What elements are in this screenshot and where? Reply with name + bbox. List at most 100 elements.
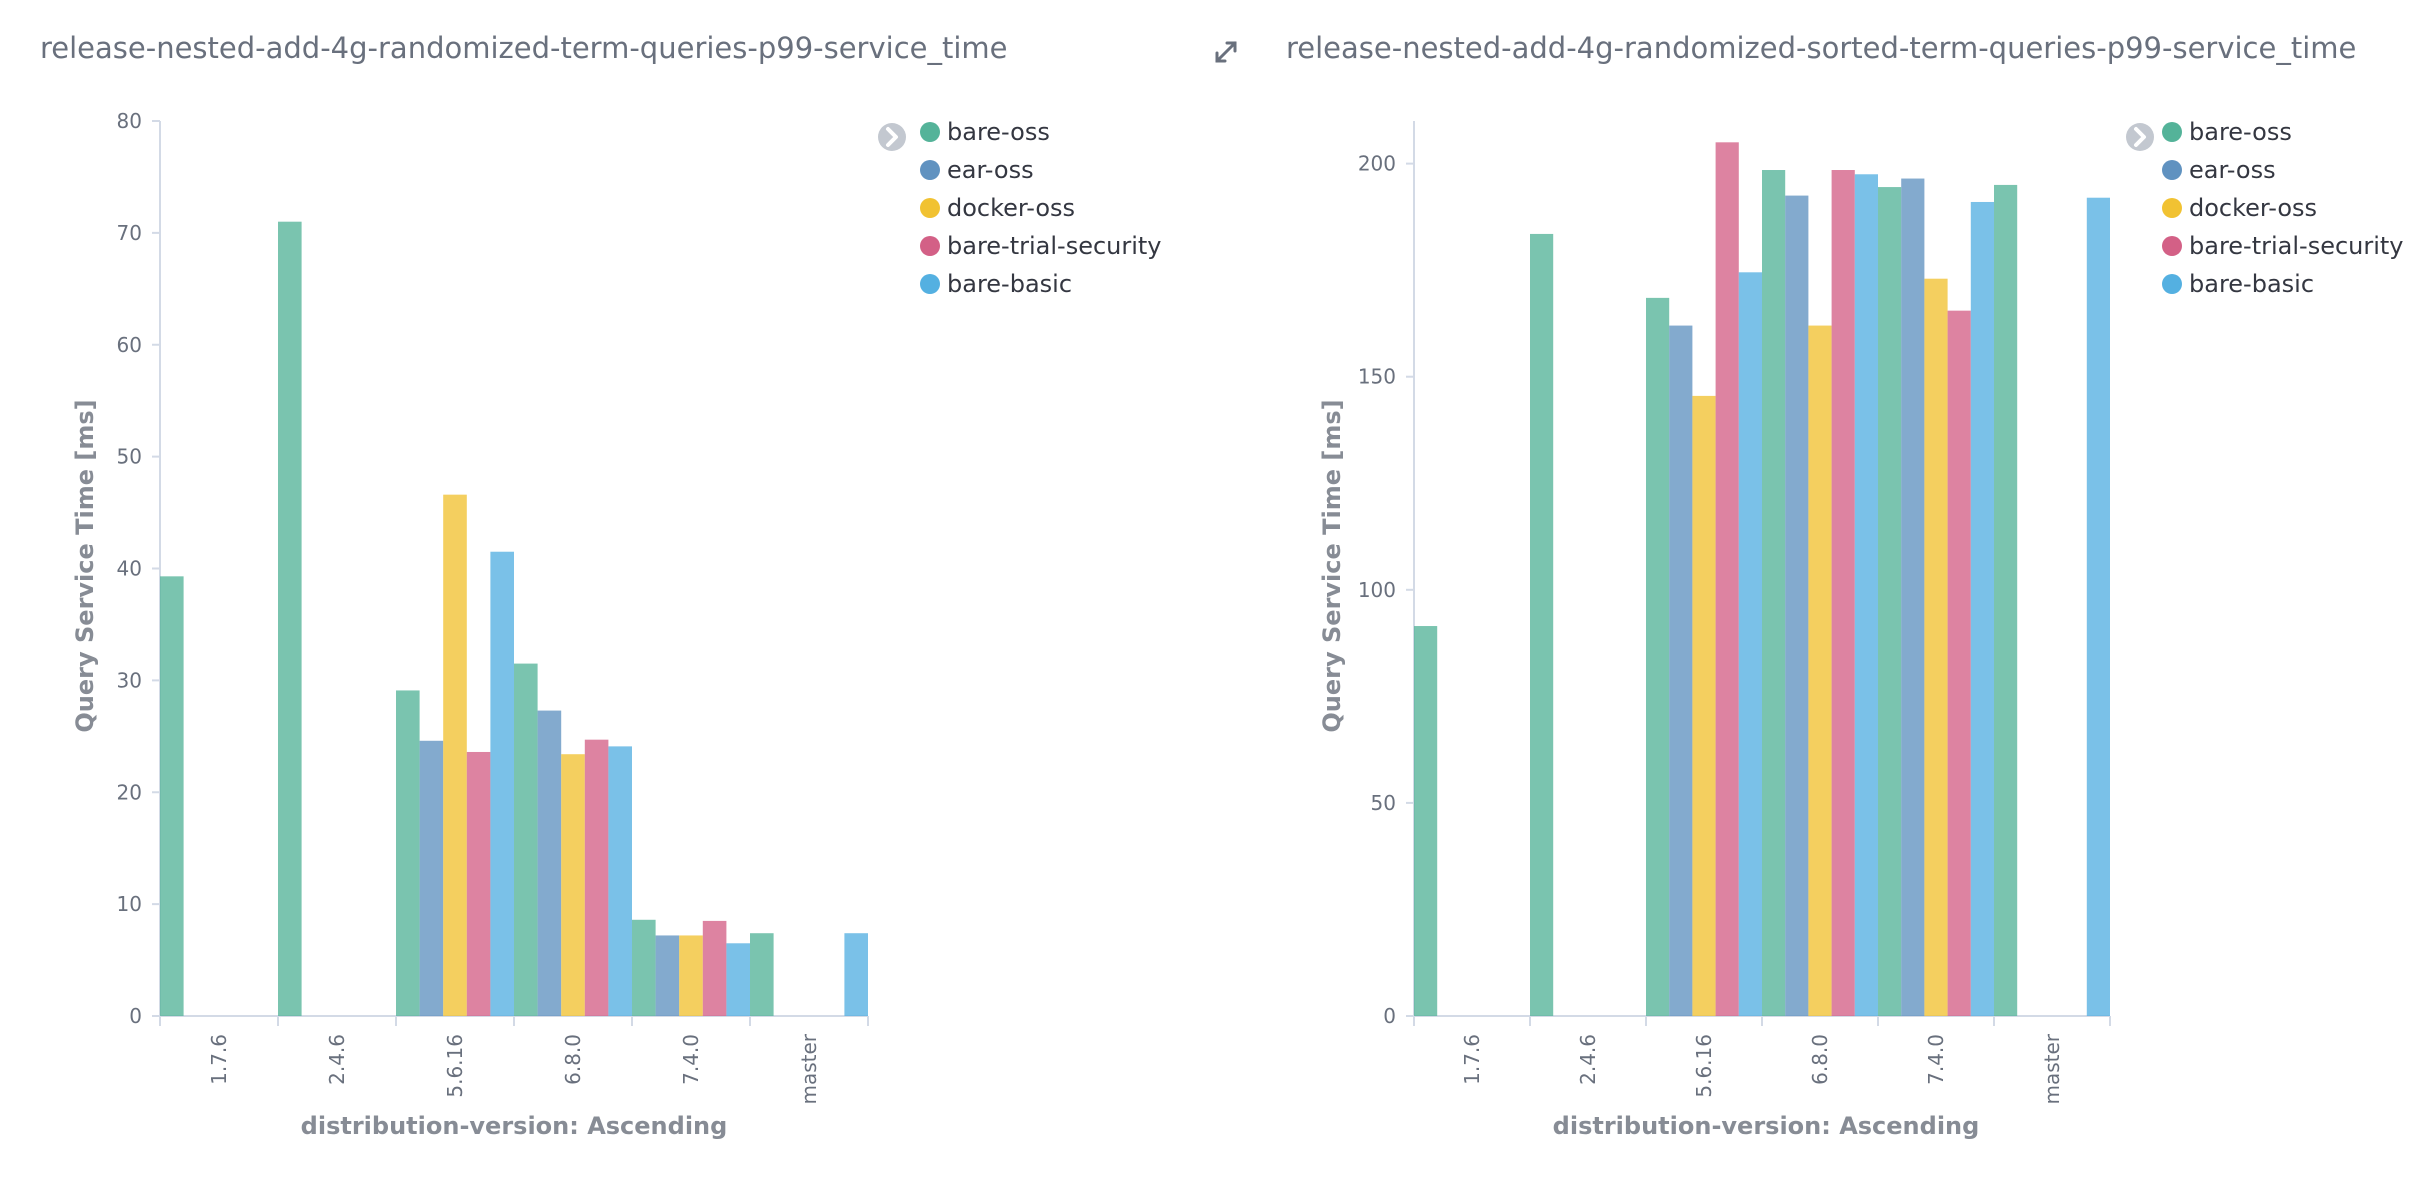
x-tick-label: master — [797, 1033, 821, 1104]
legend-toggle-button[interactable] — [878, 123, 906, 151]
y-tick-label: 10 — [117, 892, 142, 916]
bar-bare-oss-5.6.16[interactable] — [1646, 297, 1670, 1017]
chart-panel-sorted-term-queries: release-nested-add-4g-randomized-sorted-… — [1286, 31, 2404, 1140]
x-tick-label: 1.7.6 — [1460, 1034, 1484, 1085]
plot-area: 0 50 100 150 200 1.7.6 2.4.6 5.6.16 6.8.0 7.4.0 ma… — [1358, 121, 2111, 1105]
bar-bare-basic-6.8.0[interactable] — [608, 746, 632, 1016]
legend-label: bare-trial-security — [947, 232, 1162, 260]
bar-ear-oss-7.4.0[interactable] — [655, 935, 680, 1016]
legend-item-bare-oss[interactable]: bare-oss — [920, 118, 1050, 146]
legend-toggle-button[interactable] — [2126, 123, 2154, 151]
legend-color-dot — [2162, 236, 2182, 256]
bar-bare-oss-6.8.0[interactable] — [514, 663, 538, 1016]
bar-docker-oss-6.8.0[interactable] — [561, 754, 585, 1016]
chart-panel-term-queries: release-nested-add-4g-randomized-term-qu… — [40, 31, 1162, 1140]
bar-bare-oss-5.6.16[interactable] — [396, 690, 420, 1016]
bar-docker-oss-7.4.0[interactable] — [1924, 278, 1948, 1016]
bar-bare-trial-security-7.4.0[interactable] — [1947, 310, 1971, 1016]
legend-item-docker-oss[interactable]: docker-oss — [920, 194, 1075, 222]
bar-bare-basic-5.6.16[interactable] — [490, 551, 514, 1016]
legend-label: docker-oss — [2189, 194, 2317, 222]
bar-docker-oss-6.8.0[interactable] — [1808, 325, 1832, 1017]
x-axis-title: distribution-version: Ascending — [301, 1112, 728, 1140]
legend-item-bare-basic[interactable]: bare-basic — [2162, 270, 2314, 298]
y-axis-title: Query Service Time [ms] — [1318, 399, 1346, 732]
legend-item-ear-oss[interactable]: ear-oss — [2162, 156, 2276, 184]
legend-color-dot — [2162, 122, 2182, 142]
bar-bare-oss-7.4.0[interactable] — [632, 919, 656, 1016]
y-tick-label: 20 — [117, 780, 142, 804]
bar-bare-basic-7.4.0[interactable] — [1970, 201, 1994, 1016]
x-tick-label: 2.4.6 — [1576, 1034, 1600, 1085]
bar-docker-oss-5.6.16[interactable] — [443, 494, 467, 1017]
legend-toggle-circle — [2126, 123, 2154, 151]
legend-label: docker-oss — [947, 194, 1075, 222]
x-tick-label: master — [2040, 1033, 2064, 1104]
bar-bare-oss-master[interactable] — [750, 933, 774, 1016]
bar-ear-oss-6.8.0[interactable] — [537, 710, 562, 1016]
bar-bare-trial-security-6.8.0[interactable] — [584, 739, 609, 1016]
bar-bare-basic-5.6.16[interactable] — [1738, 272, 1762, 1016]
legend-color-dot — [920, 160, 940, 180]
x-tick-label: 7.4.0 — [679, 1034, 703, 1085]
legend-item-ear-oss[interactable]: ear-oss — [920, 156, 1034, 184]
bar-bare-oss-1.7.6[interactable] — [1414, 626, 1438, 1016]
y-tick-label: 200 — [1358, 152, 1396, 176]
bar-ear-oss-7.4.0[interactable] — [1901, 178, 1925, 1017]
bar-bare-oss-master[interactable] — [1994, 184, 2018, 1016]
bar-bare-basic-master[interactable] — [844, 933, 868, 1016]
bar-bare-oss-2.4.6[interactable] — [1530, 233, 1554, 1016]
plot-area: 0 10 20 30 40 50 60 70 80 1.7.6 2.4.6 5.6.16 6.8.0 7.… — [117, 109, 869, 1105]
bar-docker-oss-7.4.0[interactable] — [679, 935, 703, 1016]
bar-ear-oss-6.8.0[interactable] — [1785, 195, 1809, 1017]
bar-bare-basic-6.8.0[interactable] — [1854, 174, 1878, 1016]
legend-color-dot — [920, 236, 940, 256]
x-tick-label: 1.7.6 — [207, 1034, 231, 1085]
legend-color-dot — [2162, 274, 2182, 294]
legend-label: bare-basic — [2189, 270, 2314, 298]
y-tick-label: 50 — [117, 445, 142, 469]
y-tick-label: 30 — [117, 668, 142, 692]
bar-bare-trial-security-7.4.0[interactable] — [702, 920, 727, 1016]
bar-bare-oss-6.8.0[interactable] — [1762, 170, 1786, 1016]
legend-label: ear-oss — [2189, 156, 2276, 184]
y-tick-label: 60 — [117, 333, 142, 357]
y-tick-label: 100 — [1358, 578, 1396, 602]
y-tick-label: 70 — [117, 221, 142, 245]
x-tick-label: 5.6.16 — [443, 1034, 467, 1098]
y-tick-label: 50 — [1371, 791, 1396, 815]
legend-label: bare-oss — [947, 118, 1050, 146]
expand-button[interactable] — [1215, 41, 1237, 63]
legend-toggle-circle — [878, 123, 906, 151]
y-tick-label: 150 — [1358, 365, 1396, 389]
bar-bare-oss-1.7.6[interactable] — [160, 576, 184, 1016]
bar-bare-oss-7.4.0[interactable] — [1878, 187, 1902, 1017]
chevron-right-icon — [886, 127, 898, 147]
legend-label: bare-oss — [2189, 118, 2292, 146]
bar-bare-basic-7.4.0[interactable] — [726, 943, 750, 1016]
bar-ear-oss-5.6.16[interactable] — [1669, 325, 1693, 1017]
bar-bare-trial-security-6.8.0[interactable] — [1831, 170, 1855, 1016]
legend-label: bare-trial-security — [2189, 232, 2404, 260]
bar-docker-oss-5.6.16[interactable] — [1692, 395, 1716, 1017]
chart-title: release-nested-add-4g-randomized-sorted-… — [1286, 31, 2356, 65]
x-tick-label: 6.8.0 — [561, 1034, 585, 1085]
x-tick-label: 7.4.0 — [1924, 1034, 1948, 1085]
legend-item-bare-trial-security[interactable]: bare-trial-security — [920, 232, 1162, 260]
x-tick-label: 2.4.6 — [325, 1034, 349, 1085]
bar-ear-oss-5.6.16[interactable] — [419, 740, 444, 1016]
legend-color-dot — [920, 274, 940, 294]
legend-item-bare-basic[interactable]: bare-basic — [920, 270, 1072, 298]
bar-bare-basic-master[interactable] — [2086, 197, 2110, 1016]
legend-color-dot — [920, 198, 940, 218]
legend-item-bare-trial-security[interactable]: bare-trial-security — [2162, 232, 2404, 260]
bar-bare-oss-2.4.6[interactable] — [278, 221, 302, 1016]
legend: bare-oss ear-oss docker-oss bare-trial-secu… — [920, 118, 1162, 298]
bar-bare-trial-security-5.6.16[interactable] — [466, 751, 491, 1016]
legend-item-docker-oss[interactable]: docker-oss — [2162, 194, 2317, 222]
bar-bare-trial-security-5.6.16[interactable] — [1715, 142, 1739, 1017]
legend-item-bare-oss[interactable]: bare-oss — [2162, 118, 2292, 146]
legend-label: ear-oss — [947, 156, 1034, 184]
y-tick-label: 40 — [117, 557, 142, 581]
